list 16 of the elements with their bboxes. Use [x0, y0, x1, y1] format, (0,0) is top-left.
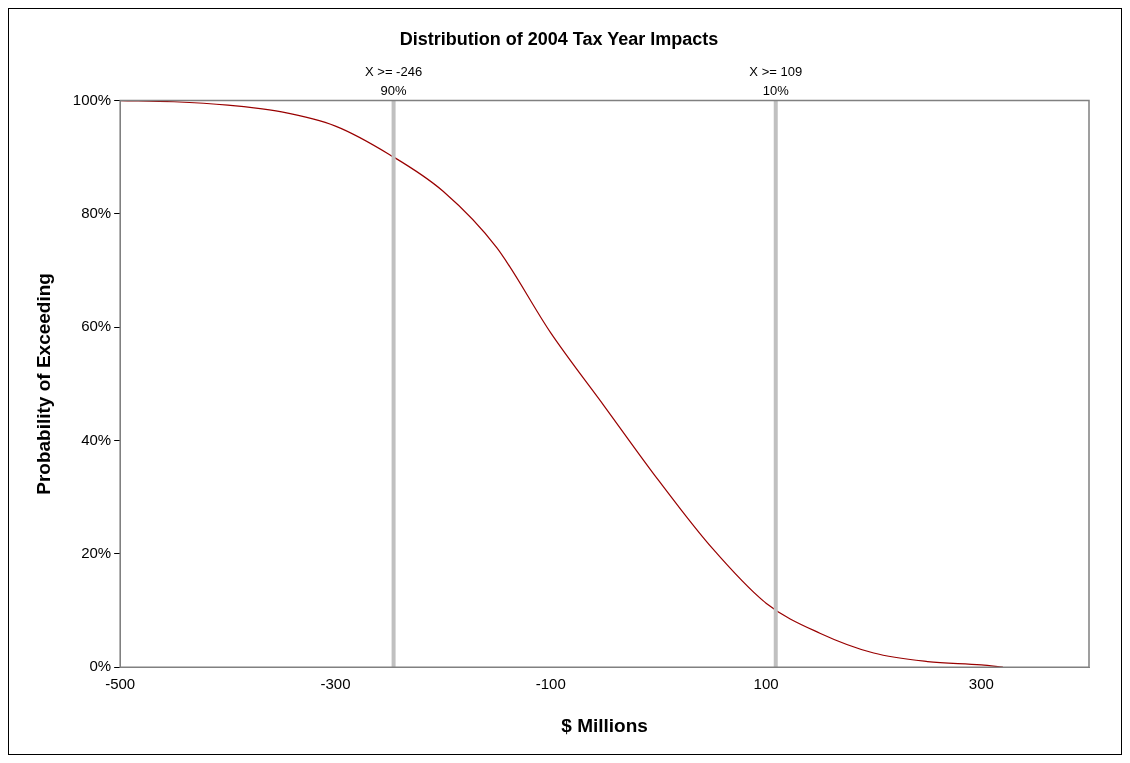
x-tick-label: 300 [968, 675, 994, 693]
ref-line-label: X >= -246 90% [365, 63, 423, 98]
x-axis-title: $ Millions [561, 714, 648, 736]
y-tick-label: 60% [81, 317, 112, 335]
y-axis-title: Probability of Exceeding [32, 273, 54, 495]
y-tick-label: 100% [72, 90, 112, 108]
y-tick-label: 0% [89, 657, 112, 675]
x-tick-label: -300 [320, 675, 351, 693]
x-tick-label: -500 [105, 675, 136, 693]
y-tick-label: 20% [81, 544, 112, 562]
x-tick-label: 100 [753, 675, 779, 693]
y-tick-label: 80% [81, 204, 112, 222]
y-tick-label: 40% [81, 430, 112, 448]
chart-title: Distribution of 2004 Tax Year Impacts [399, 28, 719, 49]
x-tick-label: -100 [535, 675, 566, 693]
ref-line-label: X >= 109 10% [749, 63, 803, 98]
